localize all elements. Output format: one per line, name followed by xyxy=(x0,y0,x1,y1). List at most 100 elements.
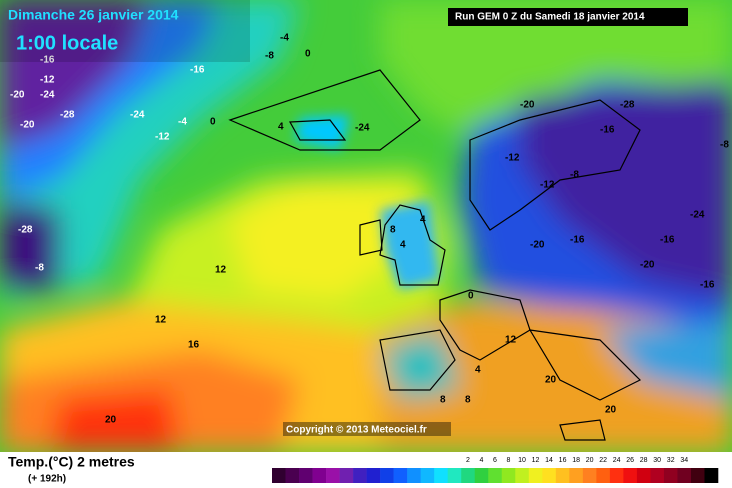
isotherm-label: -20 xyxy=(640,260,655,271)
map-date: Dimanche 26 janvier 2014 xyxy=(8,7,179,23)
isotherm-label: -8 xyxy=(35,263,44,274)
colorbar-swatch xyxy=(555,468,570,483)
isotherm-label: 0 xyxy=(305,49,311,60)
isotherm-label: 12 xyxy=(215,265,227,276)
variable-label: Temp.(°C) 2 metres xyxy=(8,454,135,470)
colorbar-swatch xyxy=(407,468,421,483)
isotherm-label: -20 xyxy=(10,90,25,101)
map-time: 1:00 locale xyxy=(16,32,118,54)
isotherm-label: -16 xyxy=(570,235,585,246)
colorbar-swatch xyxy=(420,468,435,483)
colorbar-swatch xyxy=(636,468,651,483)
temperature-field: -20 -24 -16 -12 -28 -24 -20 -28 -8 -4 0 -12 -16 -8 -4 0… xyxy=(0,0,732,452)
colorbar-swatch xyxy=(528,468,543,483)
isotherm-label: -28 xyxy=(60,110,75,121)
colorbar-swatch xyxy=(339,468,354,483)
colorbar-label: 20 xyxy=(586,457,594,464)
colorbar-label: 24 xyxy=(613,457,621,464)
run-info: Run GEM 0 Z du Samedi 18 janvier 2014 xyxy=(455,12,645,23)
colorbar-label: 34 xyxy=(680,457,688,464)
colorbar-label: 4 xyxy=(480,457,484,464)
colorbar-swatch xyxy=(650,468,665,483)
isotherm-label: -24 xyxy=(355,123,370,134)
colorbar-swatch xyxy=(609,468,624,483)
colorbar-swatch xyxy=(285,468,300,483)
colorbar-label: 10 xyxy=(518,457,526,464)
isotherm-label: 0 xyxy=(468,291,474,302)
isotherm-label: 8 xyxy=(465,395,471,406)
colorbar-label: 8 xyxy=(507,457,511,464)
colorbar-swatch xyxy=(299,468,313,483)
colorbar-swatch xyxy=(447,468,462,483)
colorbar-label: 18 xyxy=(572,457,580,464)
isotherm-label: -16 xyxy=(40,55,55,66)
colorbar-swatch xyxy=(272,468,286,483)
isotherm-label: -8 xyxy=(720,140,729,151)
isotherm-label: -16 xyxy=(190,65,205,76)
colorbar-swatch xyxy=(380,468,394,483)
isotherm-label: -28 xyxy=(18,225,33,236)
colorbar-label: 26 xyxy=(626,457,634,464)
colorbar-label: 14 xyxy=(545,457,553,464)
isotherm-label: 12 xyxy=(505,335,517,346)
isotherm-label: 4 xyxy=(475,365,481,376)
colorbar-swatch xyxy=(312,468,327,483)
colorbar: 2 4 6 8 10 12 14 16 18 20 22 24 26 28 30 32 34 xyxy=(272,457,719,483)
colorbar-swatch xyxy=(366,468,381,483)
colorbar-swatch xyxy=(488,468,503,483)
coastlines xyxy=(228,69,642,441)
colorbar-swatch xyxy=(501,468,516,483)
isotherm-label: -4 xyxy=(280,33,289,44)
isotherm-label: -28 xyxy=(620,100,635,111)
colorbar-swatch xyxy=(704,468,719,483)
colorbar-swatch xyxy=(474,468,489,483)
isotherm-label: -20 xyxy=(520,100,535,111)
colorbar-swatch xyxy=(623,468,638,483)
colorbar-swatch xyxy=(326,468,340,483)
isotherm-label: -12 xyxy=(505,153,520,164)
isotherm-label: 4 xyxy=(278,122,284,133)
isotherm-label: -20 xyxy=(20,120,35,131)
colorbar-swatch xyxy=(542,468,557,483)
isotherm-label: -12 xyxy=(40,75,55,86)
isotherm-label: -24 xyxy=(130,110,145,121)
colorbar-label: 32 xyxy=(667,457,675,464)
isotherm-label: 20 xyxy=(105,415,117,426)
isotherm-label: -12 xyxy=(540,180,555,191)
isotherm-label: -20 xyxy=(530,240,545,251)
isotherm-label: -12 xyxy=(155,132,170,143)
isotherm-label: 20 xyxy=(605,405,617,416)
run-backdrop xyxy=(448,8,688,26)
isotherm-label: 8 xyxy=(390,225,396,236)
isotherm-label: -16 xyxy=(660,235,675,246)
colorbar-swatch xyxy=(690,468,705,483)
colorbar-swatch xyxy=(569,468,584,483)
colorbar-label: 16 xyxy=(559,457,567,464)
colorbar-label: 28 xyxy=(640,457,648,464)
forecast-offset: (+ 192h) xyxy=(28,474,66,485)
isotherm-label: -4 xyxy=(178,117,187,128)
title-backdrop xyxy=(0,0,250,62)
colorbar-swatch xyxy=(434,468,448,483)
copyright-backdrop xyxy=(283,422,451,436)
colorbar-label: 6 xyxy=(493,457,497,464)
isotherm-label: 12 xyxy=(155,315,167,326)
colorbar-swatch xyxy=(596,468,611,483)
colorbar-label: 30 xyxy=(653,457,661,464)
colorbar-swatch xyxy=(461,468,476,483)
isotherm-label: 0 xyxy=(210,117,216,128)
colorbar-swatch xyxy=(393,468,408,483)
isotherm-label: 20 xyxy=(545,375,557,386)
colorbar-swatch xyxy=(353,468,367,483)
colorbar-swatch xyxy=(663,468,678,483)
colorbar-label: 22 xyxy=(599,457,607,464)
colorbar-label: 2 xyxy=(466,457,470,464)
colorbar-swatch xyxy=(677,468,692,483)
isotherm-label: -16 xyxy=(700,280,715,291)
isotherm-label: -16 xyxy=(600,125,615,136)
isotherm-label: -8 xyxy=(570,170,579,181)
isotherm-label: 4 xyxy=(400,240,406,251)
isotherm-label: 4 xyxy=(420,215,426,226)
isotherm-label: -24 xyxy=(690,210,705,221)
